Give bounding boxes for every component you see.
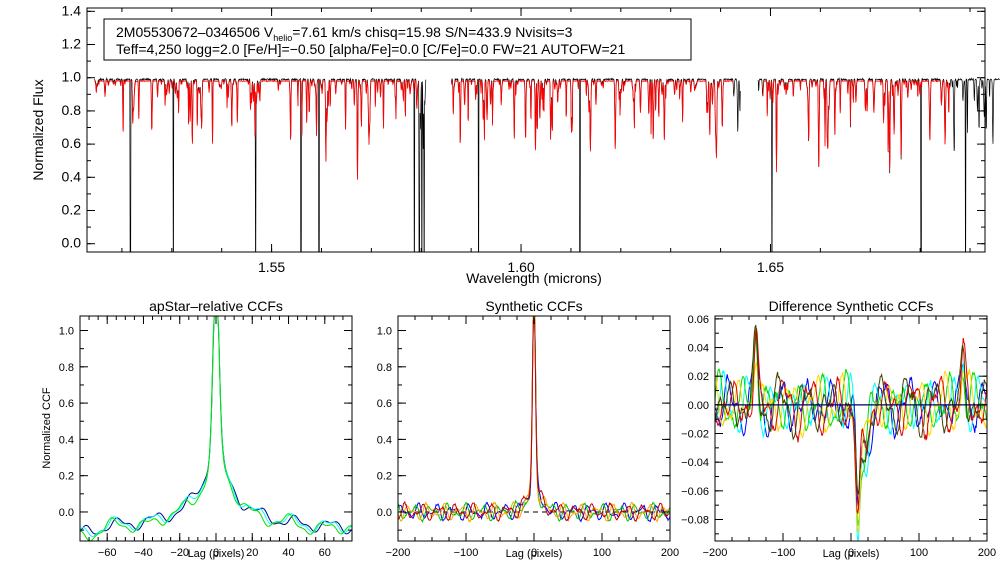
spectrum-panel: 1.55 1.60 1.65 0.0 0.2 0.4 0.6 0.8 1.0 1.2 1.4 2M0… [30, 2, 1001, 286]
spectrum-y-tick-label: 1.4 [62, 2, 82, 18]
observed-spectrum-line [757, 77, 1001, 253]
spectrum-y-label: Normalized Flux [30, 79, 46, 180]
synthetic-ccf-y-tick-label: 0.4 [377, 434, 392, 446]
spectrum-y-tick-label: 0.8 [62, 102, 82, 118]
spectrum-y-tick-label: 0.4 [62, 168, 82, 184]
difference-ccf-y-tick-label: −0.04 [681, 457, 709, 469]
difference-ccf-axis-ticks: −200 −100 0 100 200 −0.08 −0.06 −0.04 −0.02 0.00 0… [681, 314, 996, 559]
synthetic-ccf-line [397, 315, 671, 523]
spectrum-x-tick-label: 1.60 [507, 259, 534, 275]
synthetic-ccf-x-label: Lag (pixels) [506, 548, 563, 560]
difference-ccf-y-tick-label: 0.04 [688, 343, 709, 355]
synthetic-ccf-y-tick-label: 0.2 [377, 471, 392, 483]
synthetic-ccf-x-tick-label: 100 [593, 547, 611, 559]
synthetic-ccf-series [397, 315, 671, 523]
apstar-ccf-y-tick-label: 0.8 [59, 362, 74, 374]
difference-ccf-y-tick-label: 0.00 [688, 400, 709, 412]
spectrum-y-tick-label: 1.0 [62, 69, 82, 85]
apstar-ccf-x-tick-label: −40 [134, 547, 153, 559]
apstar-ccf-x-tick-label: 60 [319, 547, 331, 559]
difference-ccf-x-tick-label: 100 [910, 547, 928, 559]
apstar-ccf-x-tick-label: 0 [213, 547, 219, 559]
info-line-1: 2M05530672–0346506 Vhelio=7.61 km/s chis… [116, 24, 573, 43]
difference-ccf-title: Difference Synthetic CCFs [769, 298, 934, 314]
synthetic-ccf-line [397, 315, 671, 523]
observed-spectrum-line [94, 76, 427, 253]
apstar-ccf-axis-ticks: −60 −40 −20 0 20 40 60 0.0 0.2 0.4 0.6 0.8 1.0 [59, 316, 353, 559]
synthetic-ccf-x-tick-label: −200 [386, 547, 411, 559]
apstar-ccf-series [79, 315, 353, 542]
spectrum-x-tick-label: 1.65 [757, 259, 784, 275]
apstar-ccf-line [79, 315, 353, 538]
synthetic-ccf-line [397, 315, 671, 523]
apstar-ccf-y-tick-label: 0.6 [59, 398, 74, 410]
apstar-ccf-y-label: Normalized CCF [41, 387, 53, 469]
synthetic-ccf-axis-ticks: −200 −100 0 100 200 0.0 0.2 0.4 0.6 0.8 1.0 [377, 316, 679, 559]
synthetic-ccf-x-tick-label: −100 [454, 547, 479, 559]
spectrum-y-tick-label: 0.6 [62, 135, 82, 151]
synthetic-ccf-x-tick-label: 200 [661, 547, 679, 559]
info-line-2: Teff=4,250 logg=2.0 [Fe/H]=−0.50 [alpha/… [116, 41, 625, 57]
spectrum-y-tick-label: 0.2 [62, 202, 82, 218]
apstar-ccf-y-tick-label: 0.4 [59, 434, 74, 446]
apstar-ccf-panel: apStar–relative CCFs −60 −40 −20 0 20 40 60 0.0… [41, 298, 353, 560]
apstar-ccf-x-tick-label: 40 [282, 547, 294, 559]
apstar-ccf-x-tick-label: −60 [98, 547, 117, 559]
difference-ccf-y-tick-label: −0.06 [681, 486, 709, 498]
difference-ccf-y-tick-label: 0.02 [688, 371, 709, 383]
synthetic-ccf-y-tick-label: 0.0 [377, 507, 392, 519]
apstar-ccf-y-tick-label: 0.0 [59, 507, 74, 519]
apstar-ccf-y-tick-label: 0.2 [59, 471, 74, 483]
apstar-ccf-plot-frame [79, 315, 353, 542]
apstar-ccf-title: apStar–relative CCFs [149, 298, 283, 314]
difference-ccf-y-tick-label: 0.06 [688, 314, 709, 326]
synthetic-ccf-y-tick-label: 1.0 [377, 326, 392, 338]
difference-ccf-y-tick-label: −0.08 [681, 515, 709, 527]
synthetic-ccf-y-tick-label: 0.6 [377, 398, 392, 410]
spectrum-series [94, 76, 1001, 253]
difference-ccf-line [714, 361, 988, 534]
difference-ccf-line [714, 339, 988, 542]
difference-ccf-plot-frame [714, 315, 988, 542]
apstar-ccf-x-tick-label: −20 [170, 547, 189, 559]
synthetic-ccf-x-tick-label: 0 [531, 547, 537, 559]
difference-ccf-x-tick-label: 200 [978, 547, 996, 559]
difference-ccf-x-tick-label: 0 [848, 547, 854, 559]
spectrum-axis-ticks: 1.55 1.60 1.65 0.0 0.2 0.4 0.6 0.8 1.0 1.2 1.4 [62, 2, 985, 275]
difference-ccf-x-tick-label: −200 [703, 547, 728, 559]
difference-ccf-series [714, 324, 988, 542]
difference-ccf-x-tick-label: −100 [771, 547, 796, 559]
spectrum-y-tick-label: 1.2 [62, 36, 82, 52]
difference-ccf-panel: Difference Synthetic CCFs −200 −100 0 100 20… [681, 298, 996, 560]
spectrum-x-label: Wavelength (microns) [466, 270, 602, 286]
difference-ccf-x-label: Lag (pixels) [823, 548, 880, 560]
apstar-ccf-y-tick-label: 1.0 [59, 326, 74, 338]
model-spectrum-line [450, 79, 734, 159]
model-spectrum-line [94, 79, 420, 180]
difference-ccf-line [714, 324, 988, 495]
synthetic-ccf-panel: Synthetic CCFs −200 −100 0 100 200 0.0 0.2 0.4 0… [377, 298, 679, 560]
difference-ccf-line [714, 328, 988, 515]
spectrum-y-tick-label: 0.0 [62, 235, 82, 251]
synthetic-ccf-y-tick-label: 0.8 [377, 362, 392, 374]
spectrum-x-tick-label: 1.55 [258, 259, 285, 275]
synthetic-ccf-line [397, 315, 671, 523]
apstar-ccf-x-label: Lag (pixels) [188, 548, 245, 560]
difference-ccf-y-tick-label: −0.02 [681, 429, 709, 441]
difference-ccf-line [714, 330, 988, 526]
info-box [103, 18, 692, 61]
model-spectrum-line [762, 79, 951, 173]
spectrum-plot-frame [86, 7, 986, 253]
apstar-ccf-line [80, 315, 353, 542]
apstar-ccf-x-tick-label: 20 [246, 547, 258, 559]
apstar-ccf-line [79, 315, 353, 535]
synthetic-ccf-title: Synthetic CCFs [485, 298, 582, 314]
